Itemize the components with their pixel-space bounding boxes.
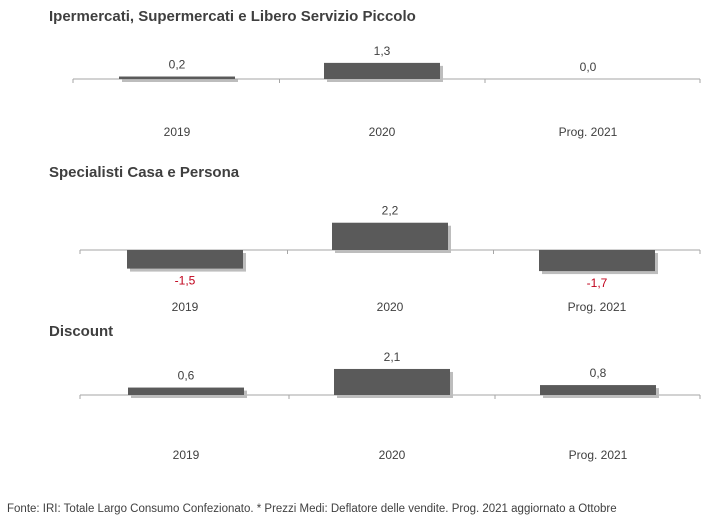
panel-2-title: Specialisti Casa e Persona: [49, 164, 240, 181]
panel-2-category-label-1: 2019: [172, 300, 199, 314]
panel-1-title: Ipermercati, Supermercati e Libero Servi…: [49, 8, 416, 25]
panel-3-bar-3: [540, 385, 656, 395]
panel-3-bar-1: [128, 387, 244, 395]
panel-2-value-label-3: -1,7: [587, 276, 608, 290]
panel-3-value-label-3: 0,8: [590, 366, 607, 380]
panel-3-category-label-3: Prog. 2021: [569, 448, 628, 462]
panel-2-bar-2: [332, 222, 448, 250]
panel-3-value-label-1: 0,6: [178, 369, 195, 383]
panel-3-category-label-1: 2019: [173, 448, 200, 462]
panel-1-category-label-2: 2020: [369, 125, 396, 139]
panel-2-category-label-3: Prog. 2021: [568, 300, 627, 314]
panel-3-title: Discount: [49, 323, 114, 340]
panel-1-category-label-1: 2019: [164, 125, 191, 139]
panel-1-value-label-1: 0,2: [169, 58, 186, 72]
panel-2-value-label-1: -1,5: [175, 274, 196, 288]
panel-3-category-label-2: 2020: [379, 448, 406, 462]
panel-2-bar-3: [539, 250, 655, 272]
panel-1-bar-shadow-1: [122, 79, 238, 82]
source-footnote: Fonte: IRI: Totale Largo Consumo Confezi…: [7, 503, 617, 515]
panel-1-bar-1: [119, 76, 235, 79]
panel-1-bar-2: [324, 62, 440, 79]
panel-2-category-label-2: 2020: [377, 300, 404, 314]
panel-1-value-label-2: 1,3: [374, 44, 391, 58]
panel-3-bar-2: [334, 368, 450, 395]
panel-2-bar-1: [127, 250, 243, 269]
panel-1-category-label-3: Prog. 2021: [559, 125, 618, 139]
panel-1-value-label-3: 0,0: [580, 60, 597, 74]
panel-3-value-label-2: 2,1: [384, 350, 401, 364]
panel-2-value-label-2: 2,2: [382, 204, 399, 218]
